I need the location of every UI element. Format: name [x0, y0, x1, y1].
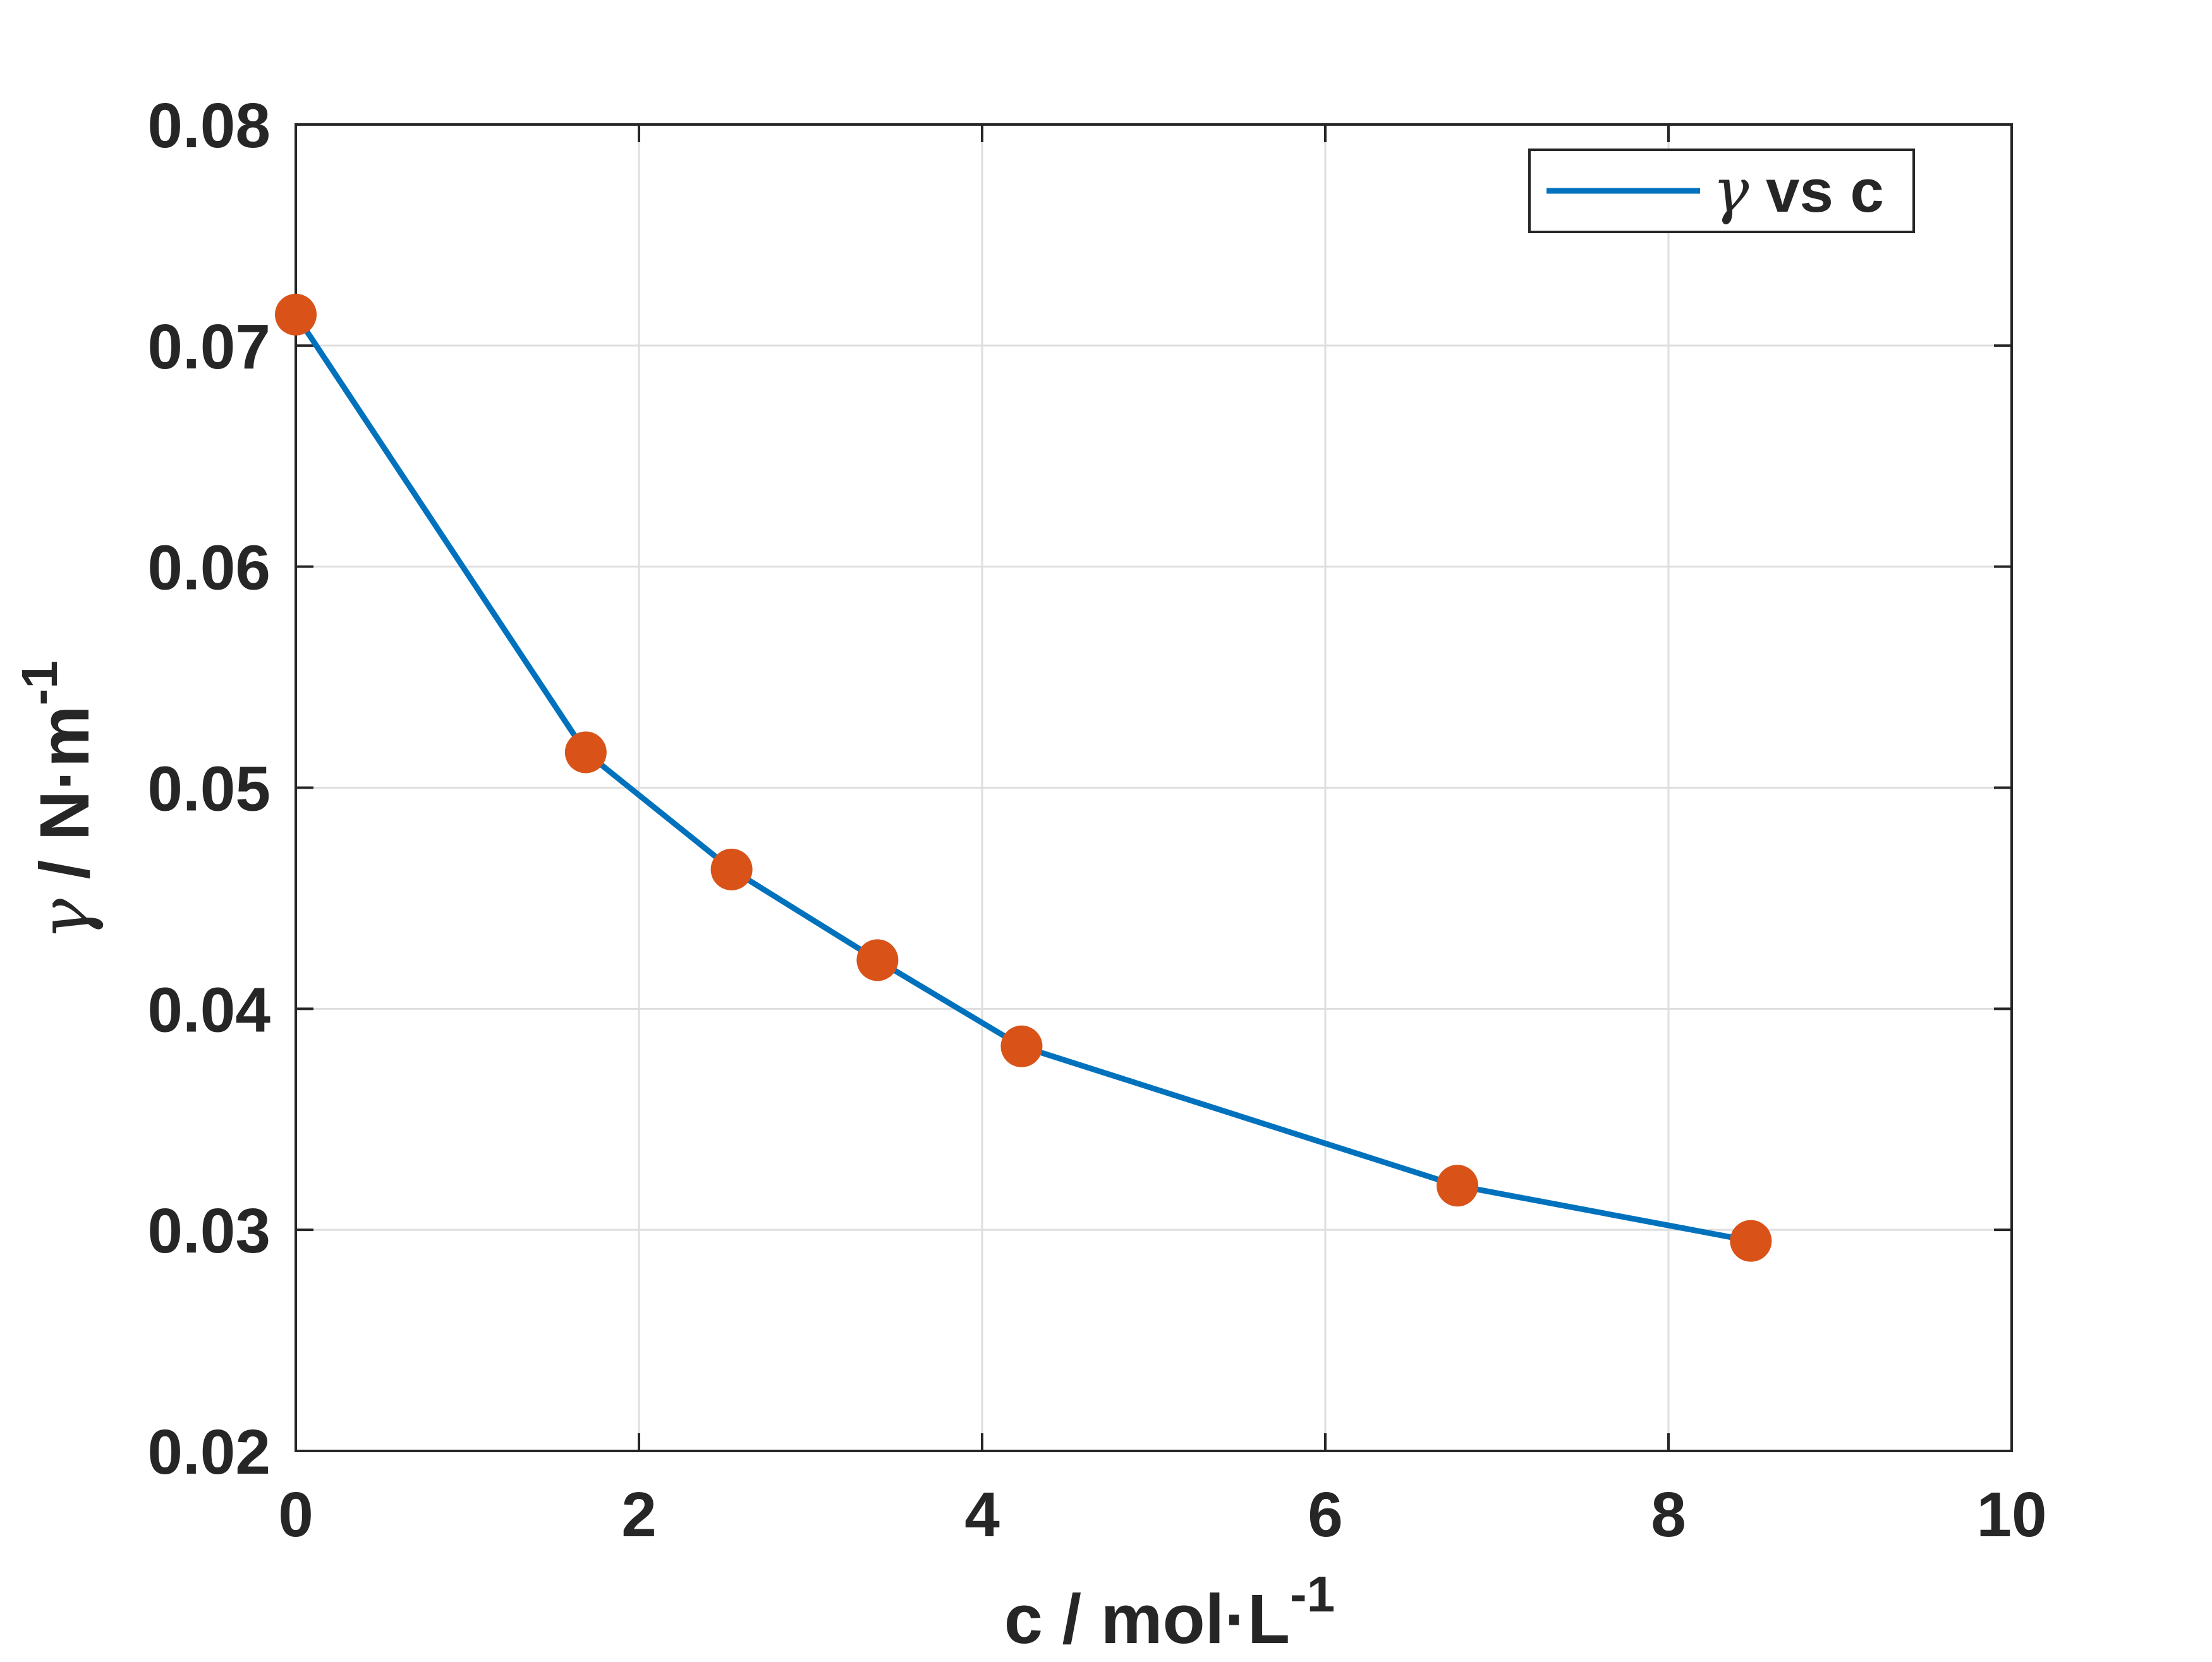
grid-lines: [296, 124, 2012, 1451]
data-point: [1000, 1025, 1043, 1067]
y-tick-label: 0.02: [147, 1417, 270, 1488]
y-axis-label-symbol: γ: [24, 899, 105, 940]
data-point: [1437, 1165, 1479, 1207]
x-axis-label-superscript: -1: [1290, 1566, 1335, 1622]
data-point: [856, 939, 899, 981]
y-axis-label-superscript: -1: [11, 660, 68, 705]
legend: γ vs c: [1528, 149, 1915, 233]
x-tick-label: 6: [1308, 1479, 1343, 1550]
x-tick-label: 4: [964, 1479, 1000, 1550]
x-tick-label: 8: [1651, 1479, 1686, 1550]
legend-entry-label: γ vs c: [1713, 155, 1884, 226]
y-tick-label: 0.05: [147, 754, 270, 825]
y-tick-label: 0.07: [147, 312, 270, 382]
data-point: [1730, 1220, 1772, 1262]
y-tick-label: 0.04: [147, 974, 270, 1045]
x-tick-label: 10: [1976, 1479, 2046, 1550]
y-axis-label-text: / N·m: [26, 705, 104, 899]
y-tick-label: 0.03: [147, 1196, 270, 1266]
y-tick-label: 0.06: [147, 533, 270, 604]
series-layer: [275, 293, 1772, 1262]
tick-labels: 0 2 4 6 8 10 0.02 0.03 0.04 0.05 0.06 0.07 0.08: [147, 90, 2046, 1550]
legend-entry-text: vs c: [1749, 157, 1884, 225]
data-point: [710, 848, 753, 890]
legend-entry-symbol: γ: [1713, 155, 1749, 226]
x-tick-label: 2: [621, 1479, 657, 1550]
x-axis-label: c / mol·L-1: [1004, 1566, 1335, 1658]
data-point: [564, 731, 607, 773]
y-axis-label: γ / N·m-1: [11, 660, 105, 940]
tick-marks: [295, 123, 2013, 1452]
data-point: [275, 293, 317, 336]
y-tick-label: 0.08: [147, 90, 270, 161]
x-tick-label: 0: [278, 1479, 313, 1550]
x-axis-label-text: c / mol·L: [1004, 1580, 1290, 1658]
